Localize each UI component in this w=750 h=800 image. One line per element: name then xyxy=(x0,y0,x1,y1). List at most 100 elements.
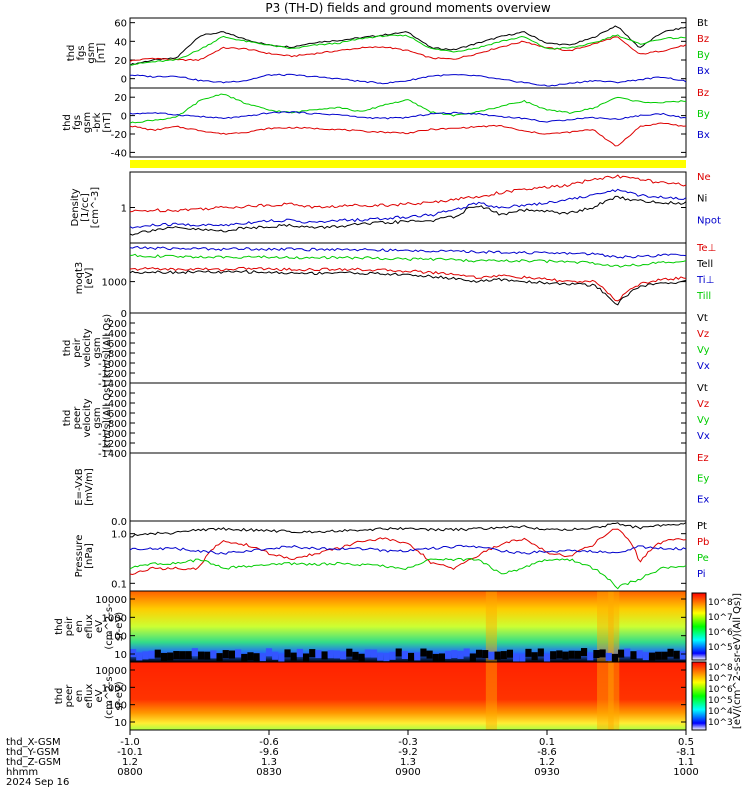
y-tick-label: 1.0 xyxy=(111,530,127,541)
y-tick-label: 10000 xyxy=(95,595,127,606)
spectrogram-noise xyxy=(179,651,186,660)
legend-bt: Bt xyxy=(697,18,708,29)
y-tick-label: -800 xyxy=(104,419,127,430)
legend-pb: Pb xyxy=(697,537,709,548)
x-tick-label: -10.1 xyxy=(117,747,143,758)
spectrogram-noise xyxy=(642,652,649,661)
spectrogram-noise xyxy=(414,652,421,661)
spectrogram-streak xyxy=(485,591,497,662)
spectrogram-noise xyxy=(315,650,322,659)
y-axis-label: -brk xyxy=(92,112,103,132)
spectrogram-streak xyxy=(608,591,620,662)
colorbar-tick: 10^8 xyxy=(708,598,733,608)
spectrogram-noise xyxy=(679,651,686,660)
spectrogram-noise xyxy=(167,652,174,661)
y-tick-label: 10 xyxy=(114,650,127,661)
spectrogram-noise xyxy=(327,650,334,659)
x-tick-label: -0.6 xyxy=(259,737,279,748)
legend-bz: Bz xyxy=(697,34,709,45)
legend-pt: Pt xyxy=(697,521,707,532)
spectrogram-noise xyxy=(562,651,569,660)
panel-frame xyxy=(129,171,687,244)
spectrogram-noise xyxy=(537,648,544,657)
y-axis-label: thd xyxy=(66,45,77,62)
y-axis-label: eV xyxy=(94,620,105,633)
spectrogram-noise xyxy=(457,650,464,659)
y-axis-label: [nT] xyxy=(102,112,113,132)
spectrogram-noise xyxy=(302,653,310,662)
y-tick-label: 10 xyxy=(114,718,127,729)
series-line-bz xyxy=(129,122,687,147)
colorbar-tick: 10^8 xyxy=(708,663,733,673)
spectrogram-noise xyxy=(661,651,668,660)
spectrogram-noise xyxy=(482,650,489,659)
spectrogram-fill xyxy=(130,662,686,730)
legend-till: Till xyxy=(696,291,711,302)
colorbar-tick: 10^5 xyxy=(708,643,733,653)
y-axis-label: peer xyxy=(64,684,75,708)
x-row-label: thd_Z-GSM xyxy=(6,757,61,768)
spectrogram-noise xyxy=(593,649,600,658)
spectrogram-noise xyxy=(488,651,495,660)
series-line-ne xyxy=(129,174,687,213)
y-tick-label: 100 xyxy=(108,632,127,643)
spectrogram-noise xyxy=(519,653,526,662)
legend-te⊥: Te⊥ xyxy=(696,243,716,254)
spectrogram-noise xyxy=(210,650,217,659)
spectrogram-noise xyxy=(611,653,619,662)
spectrogram-noise xyxy=(401,650,408,659)
legend-pi: Pi xyxy=(697,569,706,580)
spectrogram-noise xyxy=(321,651,328,660)
y-tick-label: -1000 xyxy=(98,429,127,440)
spectrogram-noise xyxy=(352,651,359,660)
y-axis-label: sr-eV) xyxy=(114,612,125,641)
series-line-bx xyxy=(129,111,687,123)
spectrogram-noise xyxy=(655,651,662,660)
panel-1: 60 40 20 0 thd fgs gsm [nT] Bt Bz By Bx xyxy=(66,17,710,89)
y-axis-label: peir xyxy=(64,616,75,636)
legend-vy: Vy xyxy=(697,345,710,356)
panel-4: 1000 moqt3 [eV] Te⊥ Tell Ti⊥ Till xyxy=(74,242,716,314)
spectrogram-noise xyxy=(513,653,520,662)
y-axis-label: [nT] xyxy=(96,43,107,63)
y-tick-label: 0 xyxy=(121,112,127,123)
legend-ez: Ez xyxy=(697,453,709,464)
panel-5: 0-200-400-600-800-1000-1200-1400 thd peir v… xyxy=(62,309,710,390)
series-line-till xyxy=(129,253,687,268)
spectrogram-noise xyxy=(197,651,205,660)
spectrogram-noise xyxy=(333,650,341,659)
spectrogram-noise xyxy=(235,649,242,658)
y-axis-label: (cm^2-s- xyxy=(104,603,115,650)
y-axis-label: fgs xyxy=(72,115,83,130)
y-tick-label: -40 xyxy=(111,148,127,159)
spectrogram-noise xyxy=(568,650,575,659)
spectrogram-noise xyxy=(284,649,291,658)
panel-frame xyxy=(129,312,687,384)
legend-by: By xyxy=(697,50,710,61)
legend-bx: Bx xyxy=(697,66,710,77)
legend-tell: Tell xyxy=(696,259,713,270)
y-axis-label: [nPa] xyxy=(84,543,95,569)
series-line-bx xyxy=(129,73,687,87)
legend-vy: Vy xyxy=(697,415,710,426)
x-tick-label: -9.6 xyxy=(259,747,279,758)
spectrogram-noise xyxy=(228,650,236,659)
y-axis-label: gsm xyxy=(92,337,103,358)
spectrogram-noise xyxy=(265,648,273,657)
spectrogram-noise xyxy=(370,649,378,658)
spectrogram-noise xyxy=(556,650,563,659)
spectrogram-noise xyxy=(296,648,303,657)
panel-7: 0.0 E=-VxB [mV/m] Ez Ey Ex xyxy=(74,452,709,528)
y-tick-label: -1200 xyxy=(98,439,127,450)
panel-frame xyxy=(129,452,687,522)
x-row-label: hhmm xyxy=(6,767,38,778)
legend-ey: Ey xyxy=(697,474,709,485)
x-tick-label: 1000 xyxy=(673,767,698,778)
y-axis-label: E=-VxB xyxy=(74,468,85,505)
colorbar-tick: 10^3 xyxy=(708,718,733,728)
y-tick-label: -1200 xyxy=(98,369,127,380)
spectrogram-noise xyxy=(426,650,433,659)
spectrogram-noise xyxy=(673,650,680,659)
spectrogram-noise xyxy=(648,652,656,661)
y-axis-label: Density xyxy=(70,188,81,226)
